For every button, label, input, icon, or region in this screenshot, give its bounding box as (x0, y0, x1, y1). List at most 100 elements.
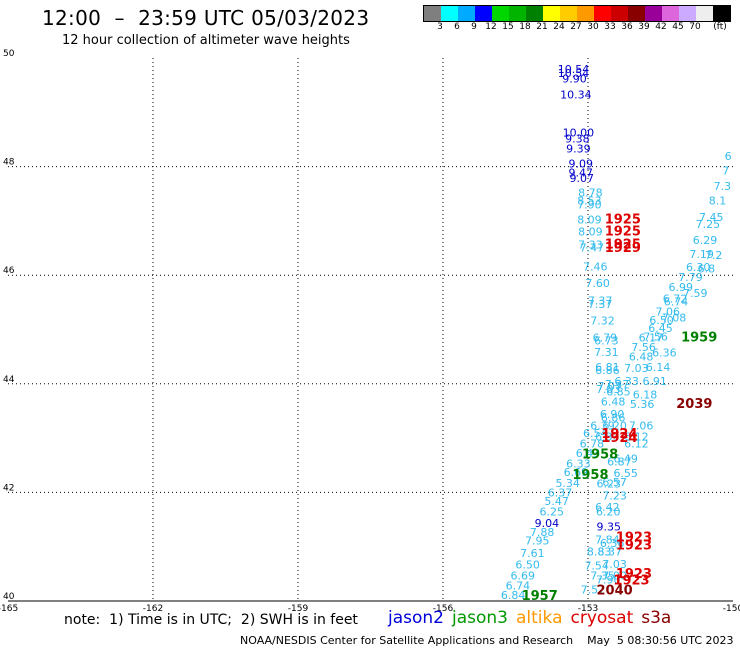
wave-height-label: 7.90 (577, 198, 602, 211)
wave-height-label: 7.54 (584, 560, 609, 573)
wave-height-label: 6.29 (693, 234, 718, 247)
wave-height-label: 7.33 (578, 239, 603, 252)
y-tick-label: 48 (3, 158, 15, 168)
x-tick-label: -153 (578, 604, 598, 614)
wave-height-label: 10.54 (558, 67, 590, 80)
time-label: 1957 (522, 589, 558, 604)
wave-height-label: 7.47 (580, 241, 605, 254)
wave-height-label: 9.38 (565, 133, 590, 146)
wave-height-label: 7.59 (683, 287, 708, 300)
colorbar-swatch (628, 6, 645, 21)
colorbar-tick-label: 3 (437, 22, 443, 32)
wave-height-label: 6.14 (646, 361, 671, 374)
wave-height-label: 6.90 (600, 408, 625, 421)
wave-height-label: 6.12 (624, 437, 649, 450)
y-tick-label: 40 (3, 592, 15, 602)
time-label: 1958 (572, 468, 608, 483)
wave-height-label: 6 (725, 150, 732, 163)
wave-height-label: 9.90 (562, 72, 587, 85)
time-label: 1925 (605, 213, 641, 228)
time-label: 1924 (601, 427, 637, 442)
wave-height-label: 5.36 (630, 398, 655, 411)
time-label: 1925 (605, 225, 641, 240)
x-tick-label: -156 (433, 604, 454, 614)
legend-item-jason2: jason2 (388, 608, 444, 628)
wave-height-label: 6.12 (624, 430, 649, 443)
colorbar-swatch (475, 6, 492, 21)
wave-height-label: 6.50 (649, 314, 674, 327)
y-tick-label: 42 (3, 483, 14, 493)
colorbar-tick-label: 70 (689, 22, 701, 32)
colorbar-tick-label: 18 (519, 22, 531, 32)
wave-height-label: 7.31 (594, 346, 619, 359)
colorbar-tick-label: 39 (638, 22, 650, 32)
wave-height-label: 7.08 (662, 311, 687, 324)
wave-height-label: 7.23 (602, 489, 627, 502)
wave-height-label: 10.34 (560, 89, 592, 102)
time-label: 1925 (605, 238, 641, 253)
colorbar-tick-label: 45 (672, 22, 684, 32)
wave-height-label: 6.48 (601, 396, 626, 409)
wave-height-label: 6.33 (595, 430, 620, 443)
wave-height-label: 6.86 (601, 411, 626, 424)
wave-height-label: 6.20 (602, 419, 627, 432)
wave-height-label: 7.37 (588, 298, 613, 311)
wave-height-label: 6.33 (566, 457, 591, 470)
wave-height-label: 7.88 (530, 526, 555, 539)
wave-height-label: 6.84 (501, 589, 526, 602)
wave-height-label: 6.45 (648, 322, 673, 335)
y-tick-label: 50 (3, 49, 15, 59)
wave-height-label: 7.25 (696, 218, 721, 231)
wave-height-label: 7.3 (714, 180, 732, 193)
satellite-legend: jason2 jason3 altika cryosat s3a (388, 608, 679, 628)
y-tick-label: 46 (3, 266, 15, 276)
colorbar-tick-label: 27 (570, 22, 582, 32)
time-label: 1929 (605, 241, 641, 256)
wave-height-label: 6.37 (548, 487, 573, 500)
wave-height-label: 9.47 (569, 166, 594, 179)
wave-height-label: 7.61 (520, 547, 545, 560)
colorbar-swatch (577, 6, 594, 21)
wave-height-label: 6.8 (698, 262, 716, 275)
legend-item-cryosat: cryosat (570, 608, 634, 628)
wave-height-label: 7.19 (689, 248, 714, 261)
colorbar-tick-label: 21 (536, 22, 548, 32)
wave-height-label: 7.46 (583, 260, 608, 273)
wave-height-label: 7.03 (596, 383, 621, 396)
legend-item-jason3: jason3 (452, 608, 508, 628)
wave-height-label: 6.85 (606, 386, 631, 399)
time-label: 1923 (616, 567, 652, 582)
colorbar (423, 5, 731, 22)
wave-height-label: 10.54 (558, 63, 590, 76)
wave-height-label: 6.81 (595, 361, 620, 374)
colorbar-swatch (696, 6, 713, 21)
wave-height-label: 10.00 (563, 127, 595, 140)
wave-height-label: 7.90 (596, 574, 621, 587)
wave-height-label: 7.03 (624, 362, 649, 375)
wave-height-label: 6.55 (613, 467, 638, 480)
wave-height-label: 6.17 (639, 331, 664, 344)
x-tick-label: -162 (143, 604, 163, 614)
wave-height-label: 7.32 (590, 315, 615, 328)
colorbar-tick-label: 12 (485, 22, 497, 32)
wave-height-label: 9.35 (597, 520, 622, 533)
wave-height-label: 6.87 (607, 455, 632, 468)
wave-height-label: 7.56 (643, 330, 668, 343)
wave-height-label: 6.54 (583, 427, 608, 440)
wave-height-label: 8.09 (578, 226, 603, 239)
time-label: 1959 (681, 330, 717, 345)
chart-subtitle: 12 hour collection of altimeter wave hei… (62, 33, 350, 48)
x-tick-label: -159 (288, 604, 309, 614)
wave-height-label: 6.36 (600, 537, 625, 550)
time-label: 1923 (616, 530, 652, 545)
wave-height-label: 6.18 (633, 388, 658, 401)
wave-height-label: 6.25 (540, 506, 565, 519)
time-label: 1923 (616, 538, 652, 553)
wave-height-label: 9.09 (569, 158, 594, 171)
colorbar-tick-label: 42 (655, 22, 667, 32)
wave-height-label: 6.50 (515, 558, 540, 571)
wave-height-label: 6.79 (593, 331, 618, 344)
colorbar-swatch (441, 6, 458, 21)
colorbar-tick-label: (ft) (713, 22, 727, 32)
colorbar-swatch (713, 6, 730, 21)
